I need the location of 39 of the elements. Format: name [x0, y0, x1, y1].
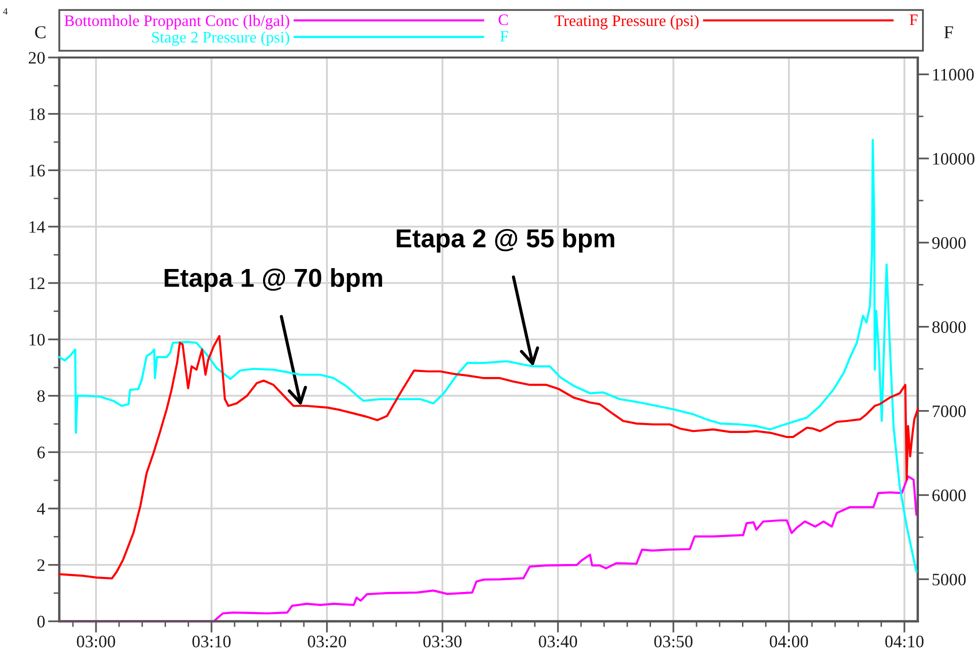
y-tick-label: 6 [37, 446, 45, 458]
text: Bottomhole Proppant Conc (lb/gal) [64, 14, 290, 30]
text: F [944, 26, 954, 38]
y2-tick-label: 8000 [932, 321, 966, 333]
y-tick-label: 18 [30, 108, 45, 120]
text: F [910, 14, 918, 26]
y-tick-label: 12 [30, 278, 44, 290]
y-tick-label: 16 [30, 164, 45, 176]
y2-tick-label: 10000 [933, 152, 974, 165]
y-tick-label: 14 [30, 221, 46, 233]
y2-tick-label: 9000 [932, 237, 966, 249]
y-tick-label: 20 [28, 52, 45, 64]
y2-tick-label: 6000 [932, 490, 966, 502]
text: Treating Pressure (psi) [554, 14, 699, 30]
annotation: Etapa 2 @ 55 bpm [396, 228, 614, 253]
y2-tick-label: 7000 [932, 405, 966, 418]
line-series [58, 334, 919, 580]
y-tick-label: 8 [37, 390, 45, 402]
y2-tick-label: 11000 [933, 68, 974, 81]
y-tick-label: 0 [37, 616, 45, 628]
y-tick-label: 10 [30, 334, 45, 346]
x-tick-label: 04:00 [770, 636, 808, 648]
text: 4 [3, 8, 8, 15]
x-tick-label: 03:00 [76, 636, 116, 648]
text: C [498, 14, 508, 26]
x-tick-label: 03:20 [308, 636, 346, 648]
annotation: Etapa 1 @ 70 bpm [164, 268, 382, 292]
text: Stage 2 Pressure (psi) [152, 31, 290, 46]
x-tick-label: 04:10 [885, 636, 924, 648]
x-tick-label: 03:10 [192, 636, 231, 648]
y-axis-title: C [35, 26, 46, 38]
y2-tick-label: 5000 [932, 574, 966, 586]
y-tick-label: 2 [37, 559, 44, 571]
x-tick-label: 03:30 [423, 636, 462, 648]
y-tick-label: 4 [37, 503, 46, 515]
y2-axis-title: F [500, 31, 508, 42]
x-tick-label: 03:40 [538, 636, 578, 648]
x-tick-label: 03:50 [654, 636, 692, 648]
line-series [58, 138, 918, 573]
